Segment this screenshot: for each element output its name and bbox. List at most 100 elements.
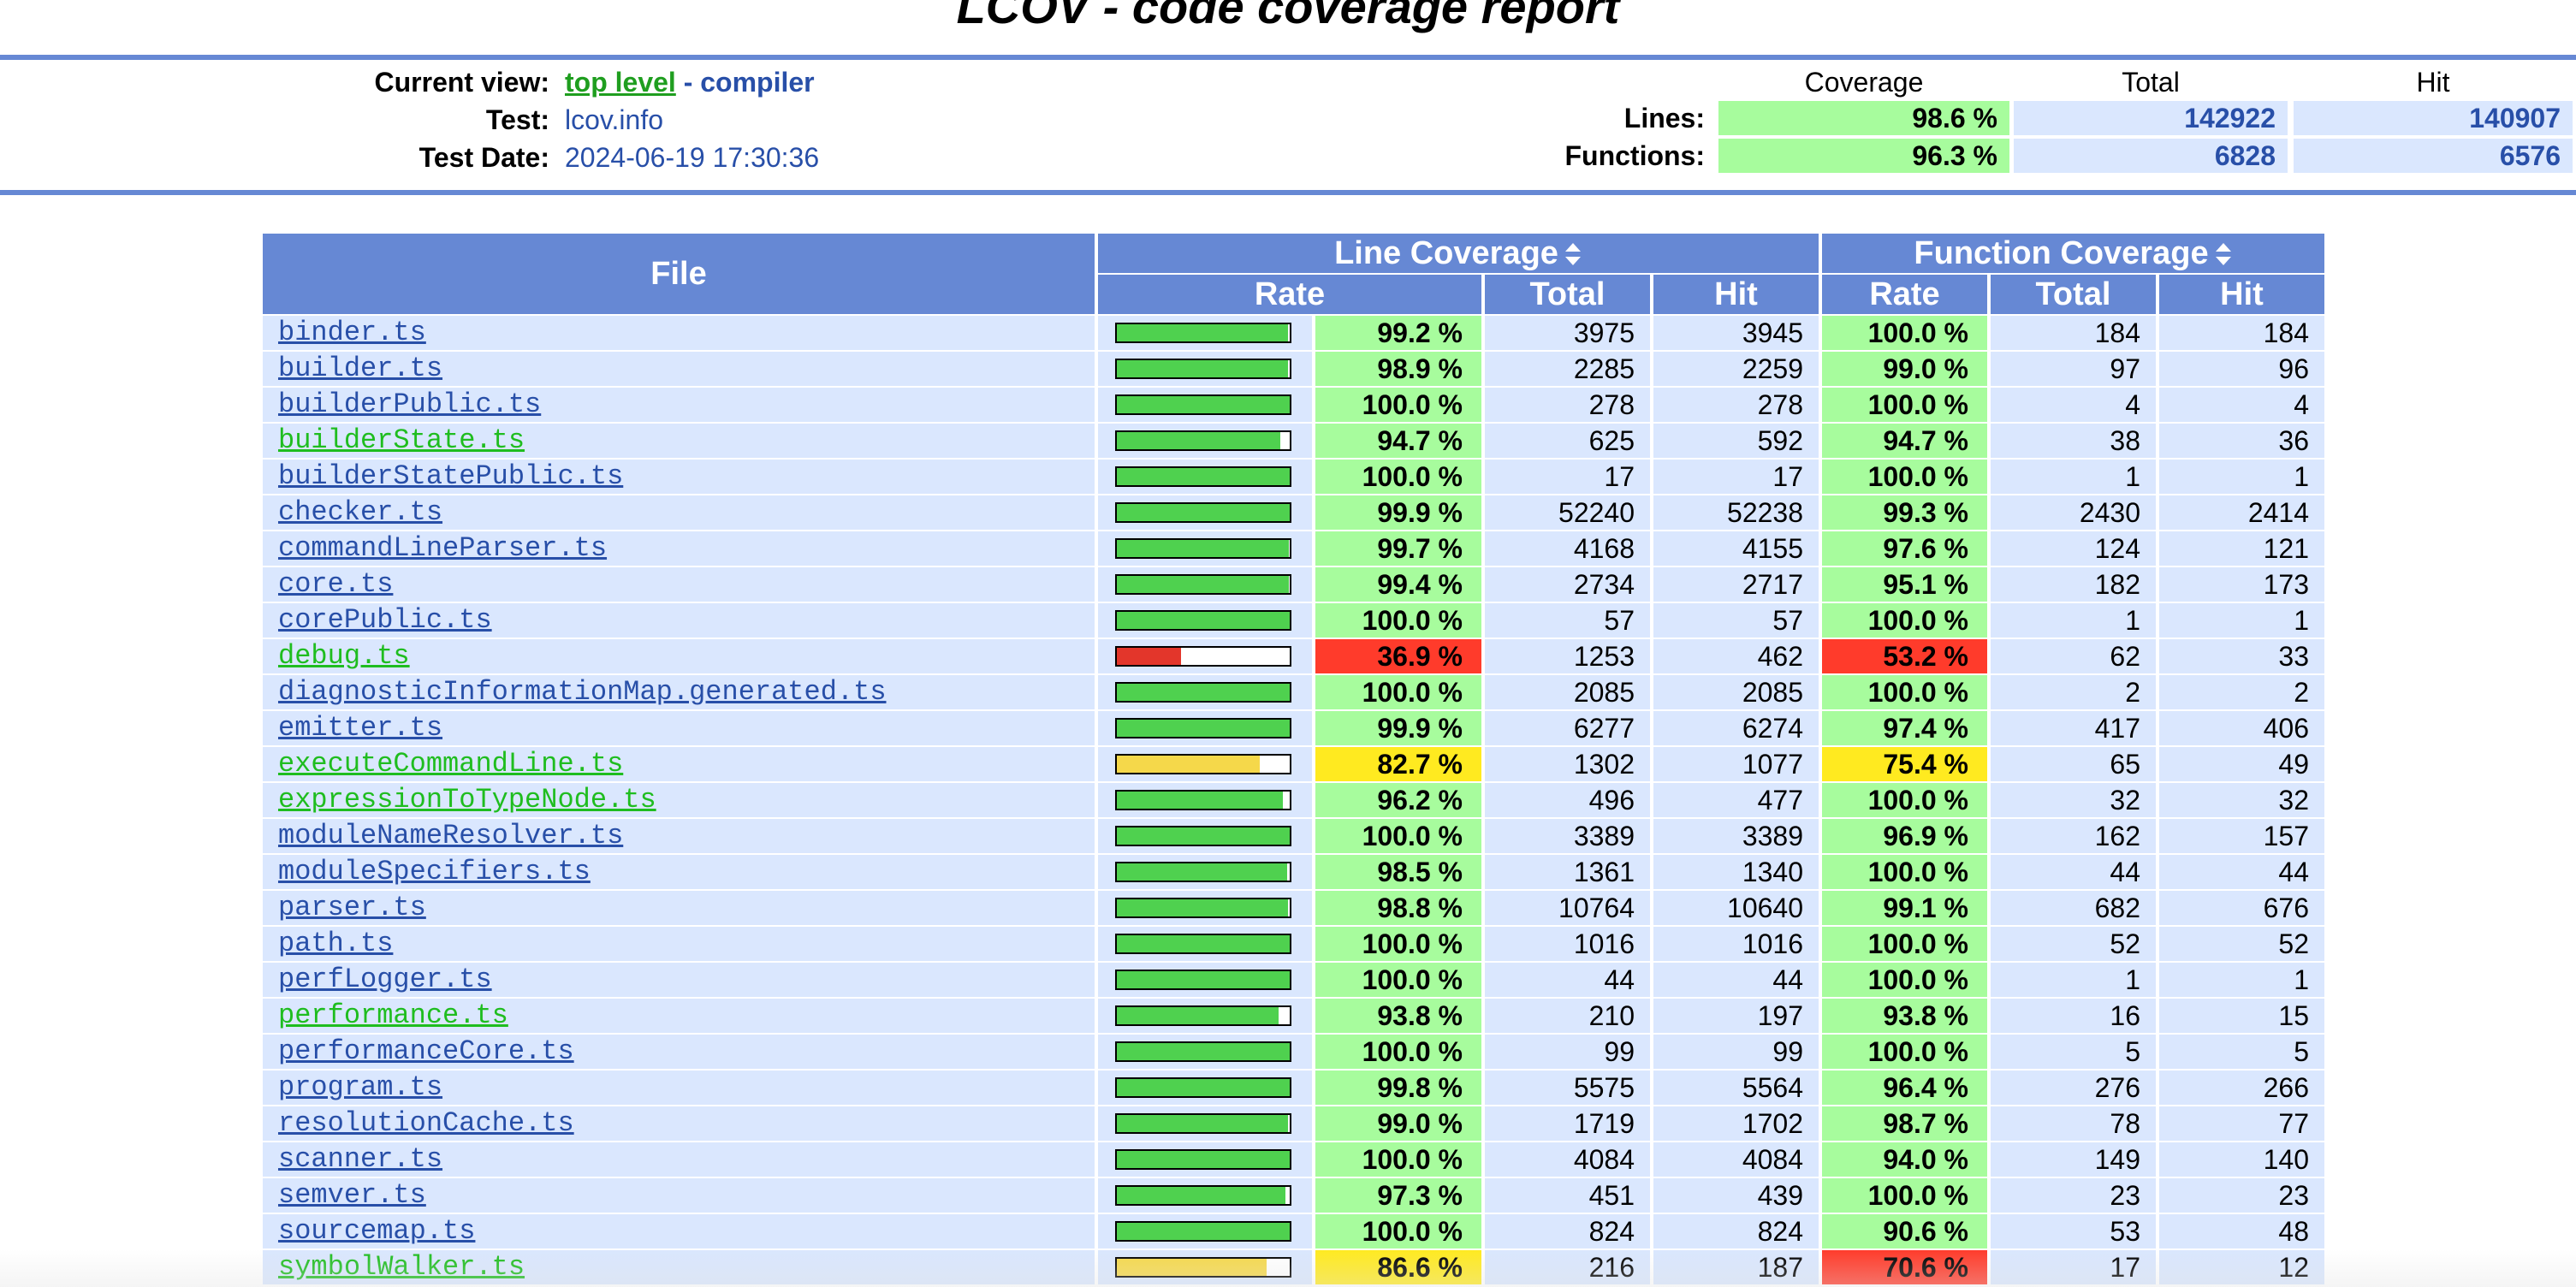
line-hit-cell: 1340 bbox=[1653, 855, 1819, 889]
line-total-cell: 625 bbox=[1485, 424, 1650, 458]
function-hit-cell: 77 bbox=[2159, 1106, 2324, 1141]
line-coverage-bar-fill bbox=[1117, 792, 1284, 809]
function-total-cell: 1 bbox=[1991, 603, 2156, 638]
line-coverage-bar-fill bbox=[1117, 1079, 1290, 1096]
line-coverage-bar bbox=[1115, 754, 1291, 774]
line-coverage-bar-fill bbox=[1117, 1259, 1267, 1276]
file-link[interactable]: sourcemap.ts bbox=[278, 1215, 476, 1247]
table-row: sourcemap.ts 100.0 % 824 824 90.6 % 53 48 bbox=[263, 1214, 2324, 1248]
line-coverage-bar-cell bbox=[1098, 783, 1312, 817]
line-rate-cell: 98.9 % bbox=[1315, 352, 1481, 386]
summary-total-header: Total bbox=[2122, 67, 2180, 98]
table-row: moduleNameResolver.ts 100.0 % 3389 3389 96.9… bbox=[263, 819, 2324, 853]
file-link[interactable]: builder.ts bbox=[278, 353, 443, 384]
file-link[interactable]: corePublic.ts bbox=[278, 604, 492, 636]
file-link[interactable]: moduleSpecifiers.ts bbox=[278, 856, 591, 887]
test-label: Test: bbox=[485, 104, 549, 135]
sort-icon[interactable] bbox=[2214, 241, 2233, 267]
table-row: scanner.ts 100.0 % 4084 4084 94.0 % 149 140 bbox=[263, 1142, 2324, 1177]
line-total-cell: 2734 bbox=[1485, 567, 1650, 602]
file-link[interactable]: binder.ts bbox=[278, 317, 426, 348]
table-row: checker.ts 99.9 % 52240 52238 99.3 % 2430 2414 bbox=[263, 495, 2324, 530]
line-coverage-bar-fill bbox=[1117, 1187, 1285, 1204]
file-link[interactable]: program.ts bbox=[278, 1071, 443, 1103]
top-level-link[interactable]: top level bbox=[565, 67, 676, 98]
line-coverage-bar-fill bbox=[1117, 1115, 1288, 1132]
function-hit-cell: 33 bbox=[2159, 639, 2324, 673]
file-cell: perfLogger.ts bbox=[263, 963, 1095, 997]
file-link[interactable]: moduleNameResolver.ts bbox=[278, 820, 624, 851]
file-link[interactable]: expressionToTypeNode.ts bbox=[278, 784, 656, 815]
file-link[interactable]: perfLogger.ts bbox=[278, 964, 492, 995]
file-link[interactable]: scanner.ts bbox=[278, 1143, 443, 1175]
function-rate-cell: 100.0 % bbox=[1822, 460, 1987, 494]
file-link[interactable]: core.ts bbox=[278, 568, 394, 600]
file-cell: debug.ts bbox=[263, 639, 1095, 673]
line-rate-cell: 100.0 % bbox=[1315, 1214, 1481, 1248]
table-row: perfLogger.ts 100.0 % 44 44 100.0 % 1 1 bbox=[263, 963, 2324, 997]
file-link[interactable]: debug.ts bbox=[278, 640, 410, 672]
file-link[interactable]: parser.ts bbox=[278, 892, 426, 923]
file-link[interactable]: checker.ts bbox=[278, 496, 443, 528]
line-rate-header: Rate bbox=[1098, 275, 1481, 314]
line-hit-cell: 439 bbox=[1653, 1178, 1819, 1213]
file-link[interactable]: builderPublic.ts bbox=[278, 388, 542, 420]
file-link[interactable]: emitter.ts bbox=[278, 712, 443, 744]
function-rate-cell: 100.0 % bbox=[1822, 603, 1987, 638]
line-coverage-bar bbox=[1115, 359, 1291, 379]
function-total-cell: 1 bbox=[1991, 460, 2156, 494]
line-coverage-bar-cell bbox=[1098, 603, 1312, 638]
table-row: builderPublic.ts 100.0 % 278 278 100.0 % 4 4 bbox=[263, 388, 2324, 422]
file-link[interactable]: resolutionCache.ts bbox=[278, 1107, 574, 1139]
line-total-cell: 3975 bbox=[1485, 316, 1650, 350]
function-hit-cell: 48 bbox=[2159, 1214, 2324, 1248]
line-coverage-bar bbox=[1115, 1221, 1291, 1242]
line-rate-cell: 100.0 % bbox=[1315, 1142, 1481, 1177]
line-hit-cell: 278 bbox=[1653, 388, 1819, 422]
file-cell: performanceCore.ts bbox=[263, 1035, 1095, 1069]
file-link[interactable]: performance.ts bbox=[278, 999, 508, 1031]
function-coverage-header[interactable]: Function Coverage bbox=[1822, 234, 2324, 273]
line-rate-cell: 93.8 % bbox=[1315, 999, 1481, 1033]
file-link[interactable]: builderStatePublic.ts bbox=[278, 460, 624, 492]
file-link[interactable]: diagnosticInformationMap.generated.ts bbox=[278, 676, 887, 708]
file-cell: builderPublic.ts bbox=[263, 388, 1095, 422]
line-total-cell: 1361 bbox=[1485, 855, 1650, 889]
function-hit-cell: 32 bbox=[2159, 783, 2324, 817]
file-column-header: File bbox=[263, 234, 1095, 314]
line-coverage-bar-cell bbox=[1098, 460, 1312, 494]
line-hit-cell: 44 bbox=[1653, 963, 1819, 997]
line-hit-cell: 3945 bbox=[1653, 316, 1819, 350]
line-rate-cell: 100.0 % bbox=[1315, 1035, 1481, 1069]
file-link[interactable]: symbolWalker.ts bbox=[278, 1251, 525, 1283]
line-total-cell: 216 bbox=[1485, 1250, 1650, 1284]
file-link[interactable]: path.ts bbox=[278, 928, 394, 959]
function-rate-cell: 94.0 % bbox=[1822, 1142, 1987, 1177]
function-total-cell: 97 bbox=[1991, 352, 2156, 386]
file-link[interactable]: semver.ts bbox=[278, 1179, 426, 1211]
line-coverage-bar-fill bbox=[1117, 324, 1289, 341]
line-hit-cell: 1702 bbox=[1653, 1106, 1819, 1141]
breadcrumb-separator: - bbox=[675, 67, 701, 98]
line-coverage-bar-cell bbox=[1098, 424, 1312, 458]
line-total-cell: 824 bbox=[1485, 1214, 1650, 1248]
function-total-cell: 5 bbox=[1991, 1035, 2156, 1069]
table-row: builderStatePublic.ts 100.0 % 17 17 100.0 % 1… bbox=[263, 460, 2324, 494]
line-hit-cell: 1077 bbox=[1653, 747, 1819, 781]
line-coverage-header[interactable]: Line Coverage bbox=[1098, 234, 1819, 273]
table-row: core.ts 99.4 % 2734 2717 95.1 % 182 173 bbox=[263, 567, 2324, 602]
file-link[interactable]: commandLineParser.ts bbox=[278, 532, 608, 564]
function-hit-cell: 406 bbox=[2159, 711, 2324, 745]
function-rate-header: Rate bbox=[1822, 275, 1987, 314]
line-coverage-bar bbox=[1115, 430, 1291, 451]
file-link[interactable]: builderState.ts bbox=[278, 424, 525, 456]
summary-functions-total: 6828 bbox=[2014, 139, 2288, 173]
sort-icon[interactable] bbox=[1564, 241, 1582, 267]
line-coverage-bar-fill bbox=[1117, 1007, 1279, 1024]
line-coverage-bar-fill bbox=[1117, 396, 1290, 413]
function-hit-cell: 2414 bbox=[2159, 495, 2324, 530]
function-total-cell: 149 bbox=[1991, 1142, 2156, 1177]
file-link[interactable]: performanceCore.ts bbox=[278, 1035, 574, 1067]
line-coverage-bar bbox=[1115, 323, 1291, 343]
file-link[interactable]: executeCommandLine.ts bbox=[278, 748, 624, 780]
